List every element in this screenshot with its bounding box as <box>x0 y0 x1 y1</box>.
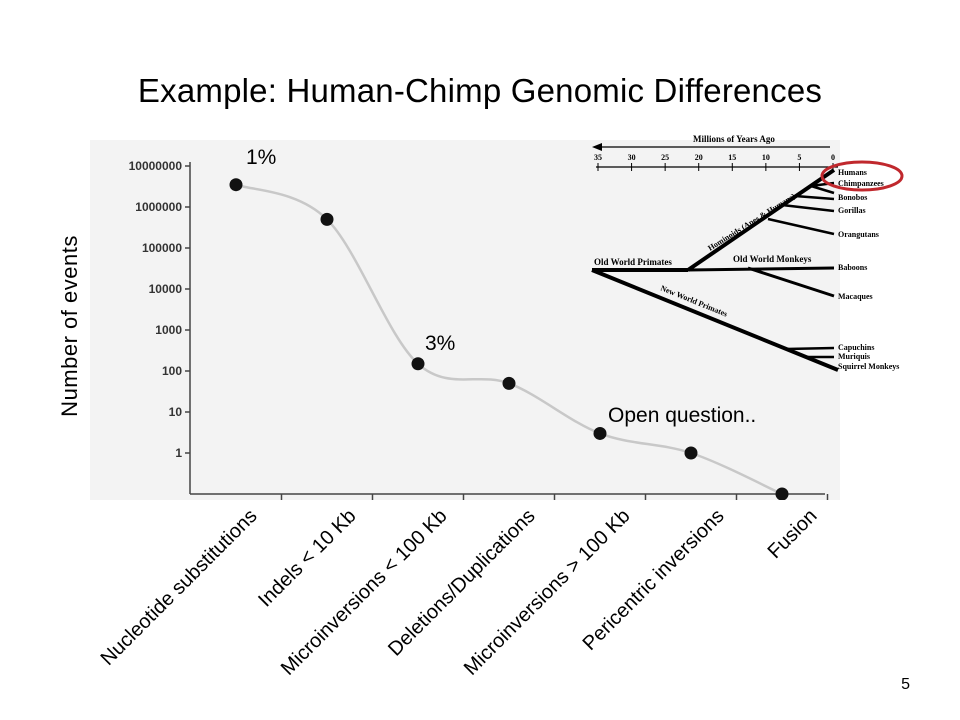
y-tick-label: 100000 <box>142 241 182 255</box>
clade-old-world-primates: Old World Primates <box>594 257 672 267</box>
tree-tick-label: 35 <box>594 153 602 162</box>
tree-tick-label: 25 <box>661 153 669 162</box>
y-tick-label: 10000000 <box>129 159 183 173</box>
y-axis-label: Number of events <box>57 235 82 417</box>
tree-tick-label: 10 <box>762 153 770 162</box>
data-point-4 <box>502 376 516 390</box>
y-tick-label: 1 <box>175 446 182 460</box>
annotation-3-percent: 3% <box>425 332 456 355</box>
branch-capuchins <box>785 346 835 351</box>
branch-orangutans <box>767 217 835 236</box>
time-axis-ticks: 35 30 25 20 15 10 5 0 <box>594 153 835 171</box>
branch-macaques <box>747 266 835 298</box>
tree-tick-label: 20 <box>695 153 703 162</box>
y-tick-label: 1000 <box>155 323 182 337</box>
tree-axis-title: Millions of Years Ago <box>693 134 775 144</box>
page-number: 5 <box>901 676 910 693</box>
species-capuchins: Capuchins <box>838 343 874 352</box>
phylogenetic-tree: 35 30 25 20 15 10 5 0 Millions of Years Ago Old… <box>591 134 904 372</box>
annotation-1-percent: 1% <box>246 146 277 169</box>
data-point-5 <box>593 426 607 440</box>
species-bonobos: Bonobos <box>838 193 867 202</box>
data-point-7 <box>775 487 789 500</box>
x-category-label: Nucleotide substitutions <box>96 505 262 670</box>
y-tick-label: 10 <box>169 405 183 419</box>
x-category-label: Microinversions > 100 Kb <box>459 505 635 680</box>
tree-tick-label: 5 <box>797 153 801 162</box>
branch-hominoids <box>686 168 836 272</box>
y-tick-label: 100 <box>162 364 182 378</box>
tree-tick-label: 0 <box>831 153 835 162</box>
data-point-1 <box>229 178 243 192</box>
species-macaques: Macaques <box>838 292 873 301</box>
branch-bonobos <box>794 194 835 201</box>
species-chimpanzees: Chimpanzees <box>838 179 884 188</box>
branch-gorillas <box>781 203 835 213</box>
species-muriquis: Muriquis <box>838 352 870 361</box>
annotation-open-question: Open question.. <box>608 404 757 427</box>
branch-new-world <box>591 268 839 372</box>
species-baboons: Baboons <box>838 263 867 272</box>
x-category-label: Fusion <box>763 505 822 564</box>
slide-title: Example: Human-Chimp Genomic Differences <box>137 72 823 109</box>
tree-tick-label: 15 <box>728 153 736 162</box>
species-humans: Humans <box>838 168 867 177</box>
species-labels: Humans Chimpanzees Bonobos Gorillas Oran… <box>838 168 899 371</box>
branch-old-world-monkeys <box>687 266 835 272</box>
species-gorillas: Gorillas <box>838 206 866 215</box>
tree-branches <box>591 143 839 372</box>
tree-tick-label: 30 <box>628 153 636 162</box>
clade-old-world-monkeys: Old World Monkeys <box>733 254 812 264</box>
branch-chimp <box>810 184 835 195</box>
data-point-6 <box>684 446 698 460</box>
y-tick-label: 1000000 <box>135 200 182 214</box>
data-point-3 <box>411 357 425 371</box>
y-tick-label: 10000 <box>149 282 183 296</box>
highlight-circle <box>820 160 904 192</box>
x-category-label: Microinversions < 100 Kb <box>276 505 452 680</box>
data-point-2 <box>320 212 334 226</box>
line-chart: 10000000 1000000 100000 10000 1000 100 10 1 <box>129 159 829 500</box>
time-axis-arrowhead <box>592 143 602 151</box>
species-squirrel-monkeys: Squirrel Monkeys <box>838 362 899 371</box>
species-orangutans: Orangutans <box>838 230 879 239</box>
